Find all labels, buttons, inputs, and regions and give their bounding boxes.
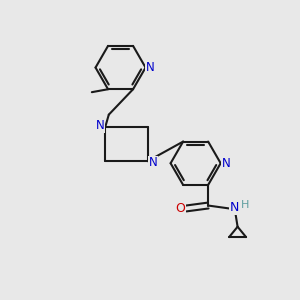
Text: N: N bbox=[96, 119, 104, 132]
Text: H: H bbox=[241, 200, 249, 210]
Text: O: O bbox=[175, 202, 185, 215]
Text: N: N bbox=[222, 157, 230, 170]
Text: N: N bbox=[146, 61, 154, 74]
Text: N: N bbox=[230, 201, 239, 214]
Text: N: N bbox=[148, 156, 157, 169]
